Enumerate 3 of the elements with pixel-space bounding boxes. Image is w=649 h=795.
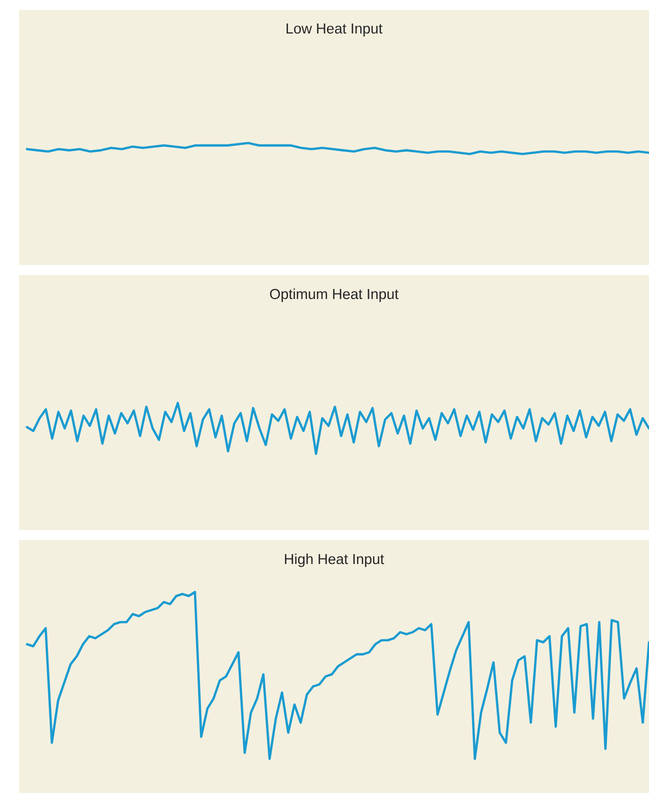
chart-title: High Heat Input bbox=[285, 554, 384, 567]
chart-title: Optimum Heat Input bbox=[270, 288, 398, 302]
chart-title: Low Heat Input bbox=[286, 24, 382, 36]
